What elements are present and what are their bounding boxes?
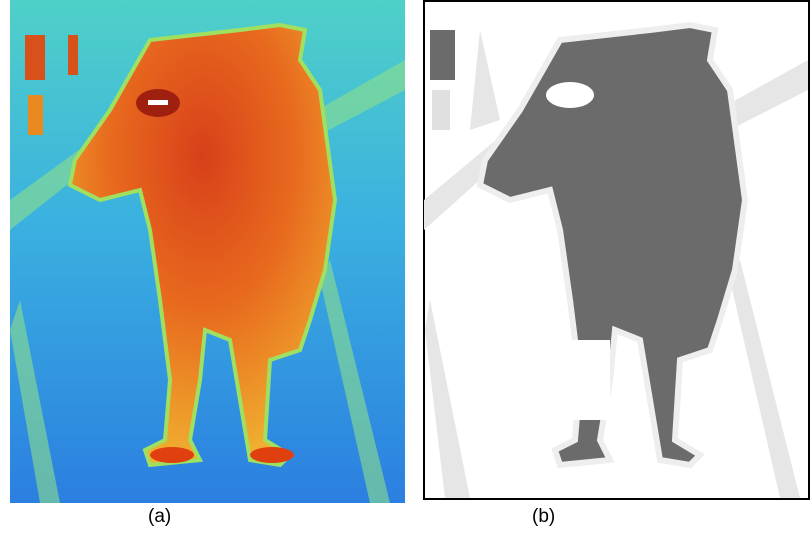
panel-label: (a)	[148, 506, 171, 528]
figure-images	[0, 0, 810, 505]
panel-a-image	[10, 0, 405, 503]
leg-gap	[570, 340, 610, 420]
hot-spot	[25, 35, 45, 80]
panel-label: (b)	[532, 506, 555, 528]
figure: (a) (b)	[0, 0, 810, 533]
panel-b-image	[424, 1, 809, 499]
hoof	[250, 447, 294, 463]
hot-spot	[68, 35, 78, 75]
eye-glint	[148, 100, 168, 105]
eye-hole	[546, 82, 594, 108]
segment-region	[432, 90, 450, 130]
hot-spot	[28, 95, 43, 135]
hoof	[150, 447, 194, 463]
segment-region	[430, 30, 455, 80]
